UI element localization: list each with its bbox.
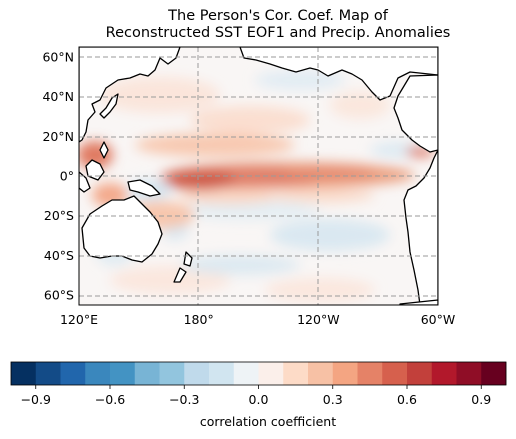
colorbar-segment — [308, 362, 334, 385]
correlation-field — [79, 70, 434, 302]
colorbar-tick-label: −0.9 — [21, 392, 51, 407]
map-frame — [78, 46, 439, 306]
colorbar-segment — [233, 362, 259, 385]
colorbar-segment — [431, 362, 457, 385]
coastlines — [79, 47, 438, 305]
colorbar-segment — [159, 362, 185, 385]
colorbar-tick-label: 0.9 — [471, 392, 491, 407]
colorbar-tick-label: 0.0 — [249, 392, 269, 407]
colorbar-segment — [184, 362, 210, 385]
colorbar-segment — [85, 362, 111, 385]
colorbar-segment — [382, 362, 408, 385]
chart-title-line-1: The Person's Cor. Coef. Map of — [168, 8, 388, 24]
colorbar-segment — [35, 362, 61, 385]
colorbar-tick-label: −0.6 — [95, 392, 125, 407]
colorbar-tick-label: −0.3 — [169, 392, 199, 407]
colorbar-segment — [332, 362, 358, 385]
colorbar-segment — [11, 362, 37, 385]
colorbar-segment — [60, 362, 86, 385]
colorbar-segment — [283, 362, 309, 385]
colorbar-segment — [481, 362, 507, 385]
lat-tick-label: 20°N — [42, 129, 74, 144]
lon-tick-label: 60°W — [421, 312, 456, 327]
chart-title-line-2: Reconstructed SST EOF1 and Precip. Anoma… — [105, 25, 451, 41]
colorbar-segment — [258, 362, 284, 385]
colorbar-label: correlation coefficient — [199, 414, 337, 429]
longitude-tick-labels: 120°E 180° 120°W 60°W — [60, 312, 455, 327]
lat-tick-label: 40°S — [44, 248, 74, 263]
lon-tick-label: 120°W — [297, 312, 339, 327]
colorbar-segment — [134, 362, 160, 385]
map-panel — [79, 47, 438, 305]
lat-tick-label: 40°N — [42, 89, 74, 104]
colorbar-tick-label: 0.3 — [323, 392, 343, 407]
lon-tick-label: 180° — [184, 312, 214, 327]
colorbar: −0.9 −0.6 −0.3 0.0 0.3 0.6 0.9 — [10, 361, 507, 407]
colorbar-segment — [357, 362, 383, 385]
latitude-tick-labels: 60°N 40°N 20°N 0° 20°S 40°S 60°S — [42, 49, 74, 302]
colorbar-segment — [110, 362, 136, 385]
lat-tick-label: 20°S — [44, 208, 74, 223]
lat-tick-label: 60°S — [44, 288, 74, 303]
colorbar-segment — [456, 362, 482, 385]
colorbar-segment — [209, 362, 235, 385]
lat-tick-label: 0° — [60, 169, 74, 184]
lon-tick-label: 120°E — [60, 312, 98, 327]
colorbar-tick-label: 0.6 — [397, 392, 417, 407]
gridlines — [79, 47, 438, 305]
colorbar-segment — [407, 362, 433, 385]
lat-tick-label: 60°N — [42, 49, 74, 64]
